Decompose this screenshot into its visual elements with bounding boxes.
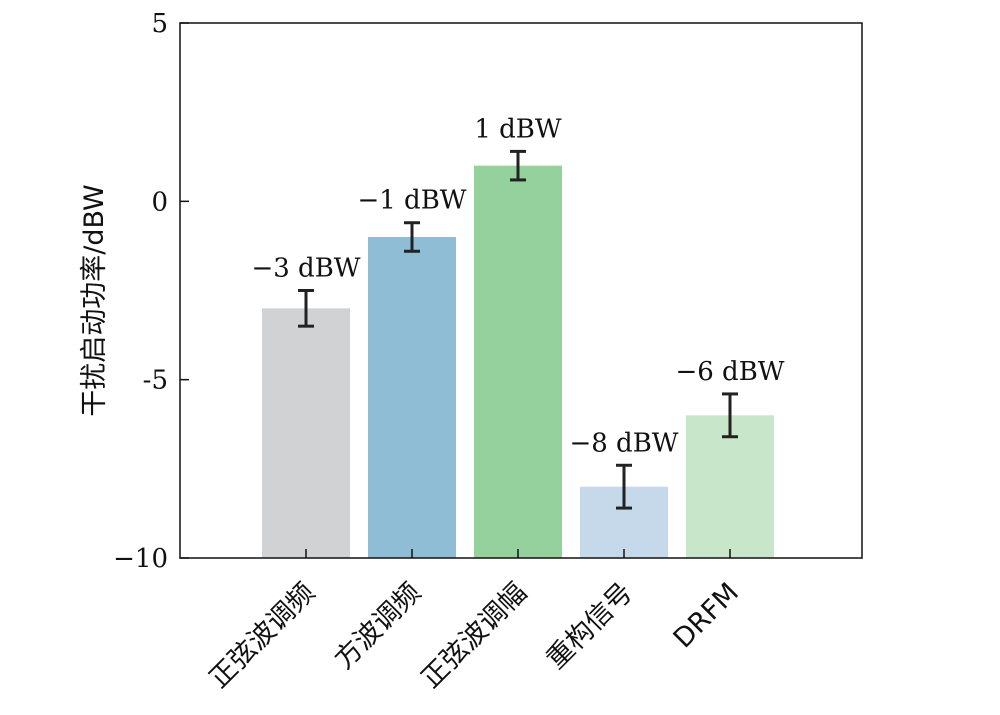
y-tick-label: -5	[143, 366, 168, 396]
data-label: 1 dBW	[474, 114, 562, 144]
bar	[368, 237, 456, 558]
x-tick-label: 方波调频	[329, 577, 427, 675]
data-label: −6 dBW	[675, 357, 784, 387]
plot-frame	[179, 22, 863, 559]
y-tick-label: 5	[151, 9, 168, 39]
bar	[686, 415, 774, 558]
bar	[474, 165, 562, 558]
data-label: −1 dBW	[357, 186, 466, 216]
x-tick-label: 正弦波调频	[204, 577, 321, 694]
data-label: −8 dBW	[569, 428, 678, 458]
y-axis-title: 干扰启动功率/dBW	[79, 184, 110, 417]
bar	[262, 308, 350, 558]
x-tick-label: DRFM	[668, 577, 745, 654]
y-axis: 5 0 -5 −10	[113, 9, 189, 574]
x-tick-label: 重构信号	[541, 577, 639, 675]
y-tick-label: −10	[113, 544, 168, 574]
data-label: −3 dBW	[251, 254, 360, 284]
x-tick-label: 正弦波调幅	[416, 577, 533, 694]
plot-area: −3 dBW −1 dBW 1 dBW −8 dBW −6 dBW	[251, 114, 785, 558]
y-tick-label: 0	[151, 187, 168, 217]
